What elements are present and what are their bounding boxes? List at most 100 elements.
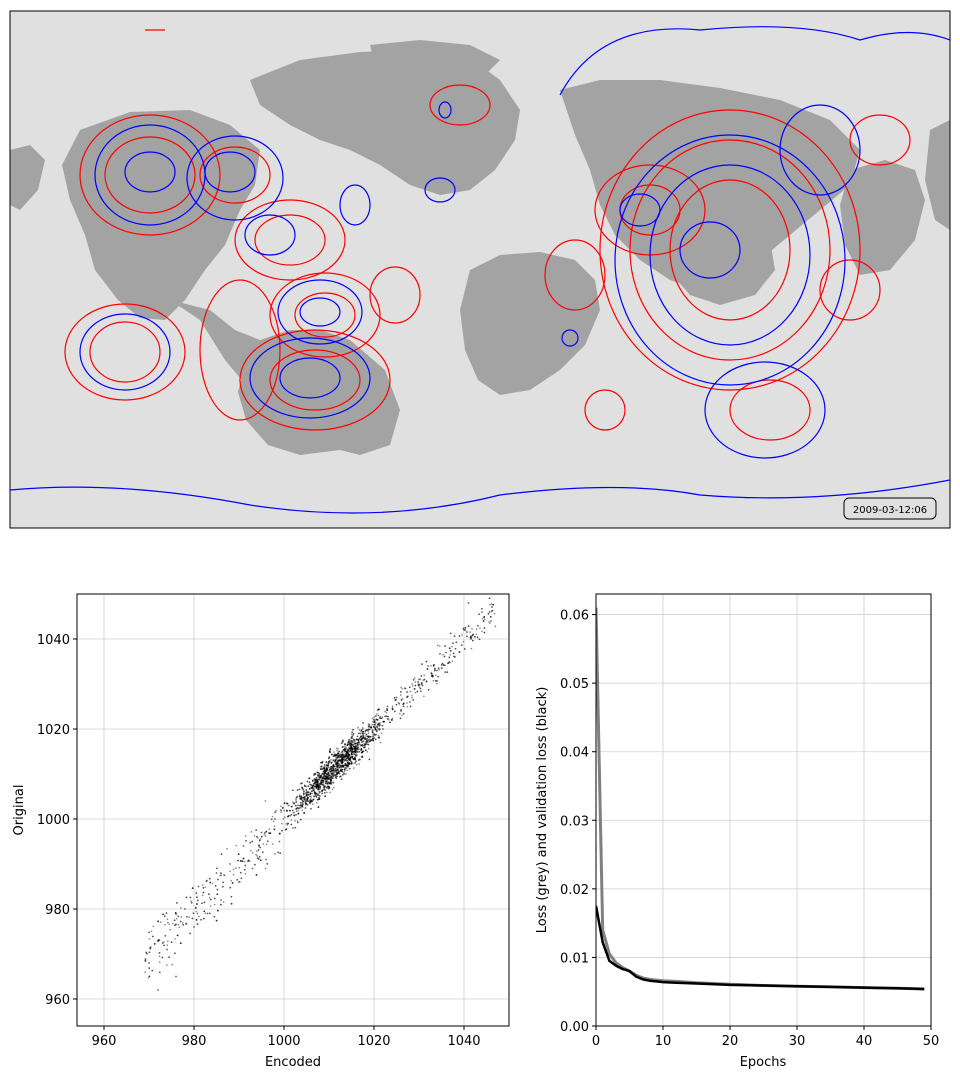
scatter-point	[315, 783, 317, 786]
scatter-point	[448, 647, 451, 650]
scatter-point	[296, 789, 299, 791]
contours-blue	[10, 26, 950, 514]
scatter-point	[309, 783, 311, 786]
scatter-point	[330, 767, 332, 770]
scatter-point	[326, 778, 329, 781]
scatter-point	[328, 750, 331, 752]
scatter-point	[173, 919, 176, 922]
scatter-point	[343, 759, 346, 762]
scatter-point	[328, 782, 331, 784]
scatter-point	[349, 757, 352, 760]
scatter-point	[325, 774, 328, 777]
scatter-point	[332, 769, 335, 772]
scatter-point	[390, 719, 393, 721]
scatter-point	[196, 896, 198, 898]
scatter-point	[343, 764, 346, 767]
scatter-point	[257, 849, 260, 851]
scatter-point	[402, 702, 405, 705]
scatter-point	[332, 765, 335, 767]
scatter-point	[256, 850, 258, 853]
scatter-point	[362, 730, 365, 733]
scatter-point	[350, 740, 352, 742]
scatter-point	[354, 749, 357, 752]
scatter-point	[216, 893, 219, 896]
scatter-point	[458, 635, 461, 637]
scatter-point	[371, 731, 374, 734]
scatter-point	[258, 844, 260, 847]
scatter-point	[368, 725, 371, 727]
scatter-point	[326, 777, 328, 780]
scatter-point	[328, 768, 331, 771]
scatter-point	[349, 742, 351, 745]
scatter-point	[414, 684, 417, 687]
scatter-point	[297, 812, 300, 815]
scatter-point	[399, 694, 402, 696]
scatter-point	[421, 682, 423, 684]
scatter-point	[358, 741, 360, 744]
scatter-point	[325, 778, 327, 780]
scatter-point	[323, 772, 326, 775]
scatter-point	[327, 771, 330, 774]
scatter-point	[341, 757, 344, 759]
scatter-point	[350, 744, 353, 746]
scatter-point	[266, 863, 269, 865]
scatter-point	[217, 878, 219, 881]
scatter-point	[347, 748, 350, 751]
scatter-point	[354, 762, 356, 764]
scatter-point	[328, 756, 331, 759]
scatter-point	[339, 760, 342, 762]
loss-ytick-label: 0.02	[560, 883, 589, 898]
scatter-point	[266, 863, 269, 865]
scatter-point	[326, 776, 328, 778]
scatter-point	[345, 765, 348, 767]
scatter-point	[298, 807, 300, 810]
scatter-point	[216, 888, 219, 891]
scatter-point	[346, 752, 348, 755]
scatter-point	[295, 813, 297, 816]
scatter-point	[336, 756, 339, 758]
scatter-point	[448, 661, 451, 664]
scatter-point	[349, 758, 352, 761]
scatter-point	[346, 762, 349, 764]
scatter-point	[214, 885, 217, 887]
scatter-point	[316, 798, 319, 801]
scatter-point	[375, 722, 377, 724]
scatter-point	[337, 772, 339, 775]
scatter-point	[348, 754, 351, 756]
scatter-point	[341, 762, 343, 765]
scatter-point	[315, 792, 317, 795]
scatter-point	[255, 829, 258, 831]
scatter-point	[352, 728, 354, 731]
scatter-point	[286, 809, 288, 812]
scatter-point	[175, 917, 178, 920]
scatter-point	[471, 627, 473, 630]
scatter-point	[312, 784, 315, 787]
scatter-point	[340, 761, 343, 764]
scatter-point	[356, 751, 359, 753]
scatter-point	[322, 786, 325, 788]
scatter-point	[349, 746, 351, 748]
scatter-point	[338, 754, 341, 757]
scatter-point	[270, 818, 273, 821]
scatter-point	[356, 735, 359, 738]
scatter-point	[443, 655, 446, 658]
scatter-point	[360, 735, 362, 738]
scatter-point	[420, 683, 423, 685]
scatter-point	[291, 809, 294, 812]
scatter-point	[386, 708, 388, 710]
scatter-point	[309, 800, 312, 802]
scatter-point	[458, 651, 460, 654]
scatter-point	[164, 934, 167, 937]
scatter-point	[340, 766, 343, 769]
scatter-point	[339, 760, 342, 762]
scatter-point	[350, 752, 353, 755]
scatter-point	[352, 745, 355, 748]
scatter-point	[351, 740, 353, 742]
scatter-point	[208, 912, 211, 915]
scatter-point	[319, 768, 322, 770]
scatter-point	[345, 753, 347, 756]
scatter-point	[336, 775, 338, 778]
scatter-point	[340, 765, 343, 767]
scatter-point	[332, 764, 335, 767]
scatter-point	[350, 761, 353, 763]
